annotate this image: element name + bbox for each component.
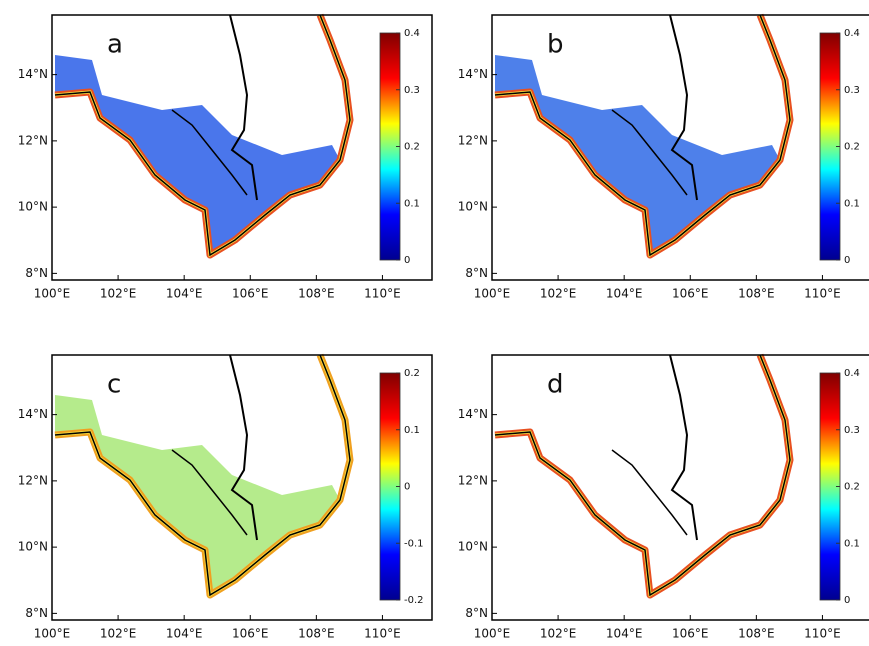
y-tick-label: 8°N bbox=[25, 606, 48, 620]
x-tick-label: 100°E bbox=[34, 287, 71, 301]
y-tick-label: 14°N bbox=[458, 67, 488, 81]
colorbar-tick-label: 0.2 bbox=[404, 142, 420, 153]
colorbar-tick-label: 0.4 bbox=[844, 368, 860, 379]
panel-label: c bbox=[107, 370, 121, 400]
colorbar-tick-label: 0.1 bbox=[404, 425, 420, 436]
colorbar-tick-label: 0.3 bbox=[844, 425, 860, 436]
y-tick-label: 14°N bbox=[18, 407, 48, 421]
colorbar-tick-label: 0 bbox=[844, 255, 850, 266]
x-tick-label: 100°E bbox=[474, 287, 511, 301]
x-tick-label: 106°E bbox=[232, 287, 269, 301]
x-tick-label: 104°E bbox=[606, 627, 643, 641]
y-tick-label: 12°N bbox=[458, 133, 488, 147]
map-panel: a 100°E 102°E 104°E 106°E 108°E 110°E 8°N 10°N 12… bbox=[18, 14, 433, 301]
colorbar-tick-label: 0.2 bbox=[404, 368, 420, 379]
panel-label: d bbox=[547, 370, 564, 400]
map-frame bbox=[491, 354, 869, 621]
x-tick-label: 110°E bbox=[804, 627, 841, 641]
y-tick-label: 12°N bbox=[18, 133, 48, 147]
colorbar-tick-label: 0.4 bbox=[404, 28, 420, 39]
colorbar-tick-label: 0.3 bbox=[844, 85, 860, 96]
y-tick-label: 14°N bbox=[18, 67, 48, 81]
map-frame bbox=[51, 354, 433, 621]
map-panel: b 100°E 102°E 104°E 106°E 108°E 110°E 8°N 10°N 12… bbox=[458, 15, 869, 301]
x-tick-label: 108°E bbox=[298, 627, 335, 641]
x-tick-label: 108°E bbox=[738, 627, 775, 641]
x-tick-label: 110°E bbox=[364, 287, 401, 301]
panel-label: b bbox=[547, 30, 564, 60]
x-tick-label: 100°E bbox=[34, 627, 71, 641]
colorbar-tick-label: -0.2 bbox=[404, 595, 424, 606]
x-tick-label: 102°E bbox=[100, 627, 137, 641]
colorbar-tick-label: 0 bbox=[844, 595, 850, 606]
x-tick-label: 106°E bbox=[232, 627, 269, 641]
map-panel: d 100°E 102°E 104°E 106°E 108°E 110°E 8°N 10°N 12… bbox=[458, 355, 869, 641]
panel-label: a bbox=[107, 30, 123, 60]
y-tick-label: 8°N bbox=[25, 266, 48, 280]
x-tick-label: 102°E bbox=[540, 627, 577, 641]
colorbar-tick-label: 0.1 bbox=[844, 538, 860, 549]
map-panel: c 100°E 102°E 104°E 106°E 108°E 110°E 8°N 10°N 12… bbox=[18, 354, 433, 641]
x-tick-label: 104°E bbox=[166, 287, 203, 301]
colorbar-tick-label: 0.1 bbox=[844, 198, 860, 209]
x-tick-label: 100°E bbox=[474, 627, 511, 641]
y-tick-label: 8°N bbox=[465, 266, 488, 280]
x-tick-label: 110°E bbox=[804, 287, 841, 301]
x-tick-label: 102°E bbox=[100, 287, 137, 301]
map-frame bbox=[491, 14, 869, 281]
y-tick-label: 10°N bbox=[458, 200, 488, 214]
colorbar-tick-label: 0 bbox=[404, 482, 410, 493]
x-tick-label: 106°E bbox=[672, 627, 709, 641]
x-tick-label: 106°E bbox=[672, 287, 709, 301]
colorbar-tick-label: 0.4 bbox=[844, 28, 860, 39]
colorbar-tick-label: 0.2 bbox=[844, 482, 860, 493]
x-tick-label: 108°E bbox=[298, 287, 335, 301]
x-tick-label: 110°E bbox=[364, 627, 401, 641]
y-tick-label: 12°N bbox=[458, 473, 488, 487]
x-tick-label: 104°E bbox=[166, 627, 203, 641]
map-frame bbox=[51, 14, 433, 281]
colorbar-tick-label: 0 bbox=[404, 255, 410, 266]
y-tick-label: 12°N bbox=[18, 473, 48, 487]
x-tick-label: 108°E bbox=[738, 287, 775, 301]
colorbar-tick-label: 0.2 bbox=[844, 142, 860, 153]
colorbar-tick-label: 0.1 bbox=[404, 198, 420, 209]
y-tick-label: 14°N bbox=[458, 407, 488, 421]
y-tick-label: 10°N bbox=[458, 540, 488, 554]
y-tick-label: 10°N bbox=[18, 540, 48, 554]
y-tick-label: 10°N bbox=[18, 200, 48, 214]
colorbar-tick-label: -0.1 bbox=[404, 538, 424, 549]
y-tick-label: 8°N bbox=[465, 606, 488, 620]
x-tick-label: 102°E bbox=[540, 287, 577, 301]
x-tick-label: 104°E bbox=[606, 287, 643, 301]
colorbar-tick-label: 0.3 bbox=[404, 85, 420, 96]
